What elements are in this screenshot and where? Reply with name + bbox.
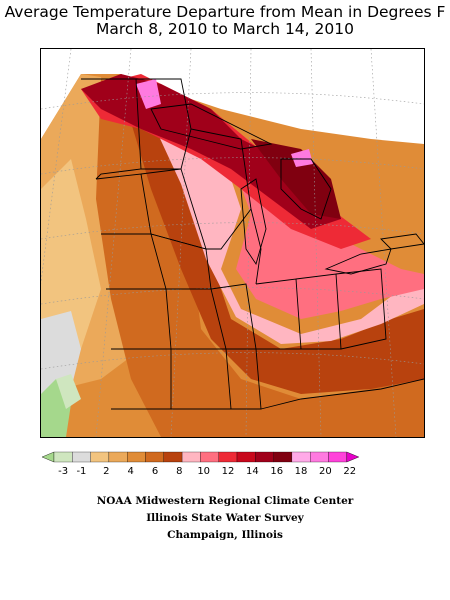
great-lakes bbox=[150, 103, 424, 275]
legend-label: 10 bbox=[197, 466, 211, 477]
state-boundaries bbox=[81, 78, 424, 410]
legend-label: -3 bbox=[58, 466, 69, 477]
legend-cell bbox=[163, 451, 183, 463]
region-magenta-north bbox=[136, 79, 161, 109]
credit-line-2: Illinois State Water Survey bbox=[146, 512, 304, 524]
legend-label: 16 bbox=[270, 466, 284, 477]
legend-label: -1 bbox=[76, 466, 87, 477]
legend-label: 14 bbox=[245, 466, 259, 477]
legend-cell bbox=[108, 451, 128, 463]
legend-cell bbox=[328, 451, 347, 463]
legend-label: 2 bbox=[103, 466, 110, 477]
region-dark-red-east bbox=[251, 139, 341, 219]
legend-label: 8 bbox=[176, 466, 183, 477]
map-title: Average Temperature Departure from Mean … bbox=[4, 3, 446, 21]
legend-label: 12 bbox=[221, 466, 235, 477]
credit-line-1: NOAA Midwestern Regional Climate Center bbox=[96, 495, 354, 507]
legend-cell bbox=[273, 451, 293, 463]
color-legend bbox=[42, 451, 360, 463]
region-yellow-west bbox=[41, 159, 101, 359]
legend-cell bbox=[310, 451, 329, 463]
legend-label: 20 bbox=[319, 466, 332, 477]
legend-cell bbox=[255, 451, 274, 463]
map-date-range: March 8, 2010 to March 14, 2010 bbox=[96, 20, 354, 38]
region-grey bbox=[41, 311, 81, 394]
region-dark-red bbox=[81, 74, 341, 229]
legend-cell bbox=[181, 451, 201, 463]
region-magenta-lake bbox=[291, 149, 313, 167]
legend-label: 22 bbox=[343, 466, 357, 477]
region-orange-dark bbox=[96, 79, 424, 437]
legend-label: 4 bbox=[127, 466, 134, 477]
legend-arrow-left bbox=[42, 451, 55, 463]
legend-cell bbox=[200, 451, 219, 463]
legend-label: 18 bbox=[294, 466, 308, 477]
legend-cell bbox=[72, 451, 91, 463]
legend-arrow-right bbox=[346, 451, 360, 463]
legend-cell bbox=[291, 451, 311, 463]
legend-cell bbox=[127, 451, 146, 463]
legend-cell bbox=[145, 451, 164, 463]
region-green-light bbox=[56, 374, 81, 409]
legend-cell bbox=[90, 451, 110, 463]
legend-cell bbox=[218, 451, 238, 463]
legend-cell bbox=[53, 451, 73, 463]
credit-line-3: Champaign, Illinois bbox=[167, 529, 283, 541]
legend-label: 6 bbox=[151, 466, 159, 477]
legend-cell bbox=[236, 451, 256, 463]
temperature-departure-map bbox=[40, 48, 425, 438]
